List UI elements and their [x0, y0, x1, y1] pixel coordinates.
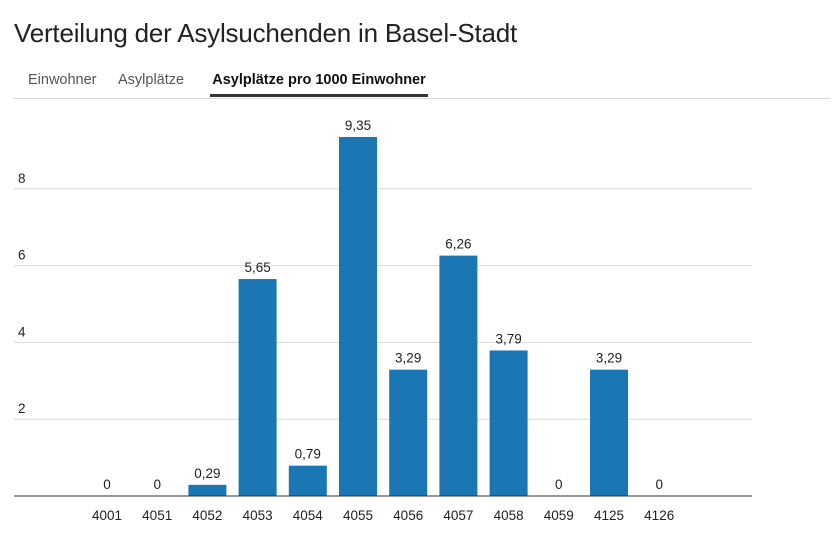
data-label-4001: 0: [103, 477, 111, 492]
tab-asylplaetze[interactable]: Asylplätze: [118, 72, 185, 88]
data-label-4052: 0,29: [194, 466, 220, 481]
x-tick-label-4056: 4056: [393, 508, 423, 523]
x-tick-label-4055: 4055: [343, 508, 373, 523]
bar-4125: [590, 369, 628, 496]
x-tick-label-4057: 4057: [443, 508, 473, 523]
bars: [188, 136, 628, 496]
data-label-4057: 6,26: [445, 237, 471, 252]
bar-4052: [188, 484, 227, 496]
x-tick-label-4001: 4001: [92, 508, 122, 523]
bar-4055: [339, 136, 377, 496]
y-tick-label: 8: [18, 171, 26, 186]
y-axis-ticks: 2 4 6 8: [18, 171, 26, 416]
tab-asylplaetze-pro-1000[interactable]: Asylplätze pro 1000 Einwohner: [210, 72, 428, 97]
y-tick-label: 2: [18, 401, 26, 416]
data-label-4051: 0: [153, 477, 161, 492]
x-tick-label-4125: 4125: [594, 508, 624, 523]
x-tick-label-4053: 4053: [243, 508, 273, 523]
bar-4056: [389, 369, 428, 496]
data-label-4125: 3,29: [596, 351, 622, 366]
x-tick-label-4052: 4052: [192, 508, 222, 523]
y-tick-label: 4: [18, 324, 26, 339]
data-label-4126: 0: [655, 477, 663, 492]
x-tick-label-4051: 4051: [142, 508, 172, 523]
bar-4058: [489, 350, 528, 496]
data-label-4054: 0,79: [295, 447, 321, 462]
tab-bar: Einwohner Asylplätze Asylplätze pro 1000…: [14, 64, 830, 99]
gridlines: [14, 188, 752, 420]
bar-4057: [439, 255, 478, 496]
data-label-4056: 3,29: [395, 351, 421, 366]
x-tick-label-4058: 4058: [494, 508, 524, 523]
y-tick-label: 6: [18, 248, 26, 263]
x-axis-ticks: 4001 4051 4052 4053 4054 4055 4056 4057 4058 4059…: [92, 508, 674, 523]
data-labels: 0 0 0,29 5,65 0,79 9,35 3,29 6,26 3,79 0 3,29 0: [103, 118, 663, 492]
bar-4053: [238, 279, 277, 496]
data-label-4059: 0: [555, 477, 563, 492]
bar-4054: [288, 465, 327, 496]
tab-einwohner[interactable]: Einwohner: [28, 72, 97, 88]
data-label-4058: 3,79: [495, 331, 521, 346]
data-label-4055: 9,35: [345, 118, 371, 133]
x-tick-label-4059: 4059: [544, 508, 574, 523]
x-tick-label-4054: 4054: [293, 508, 324, 523]
x-tick-label-4126: 4126: [644, 508, 674, 523]
page-title: Verteilung der Asylsuchenden in Basel-St…: [14, 18, 518, 48]
data-label-4053: 5,65: [244, 260, 270, 275]
